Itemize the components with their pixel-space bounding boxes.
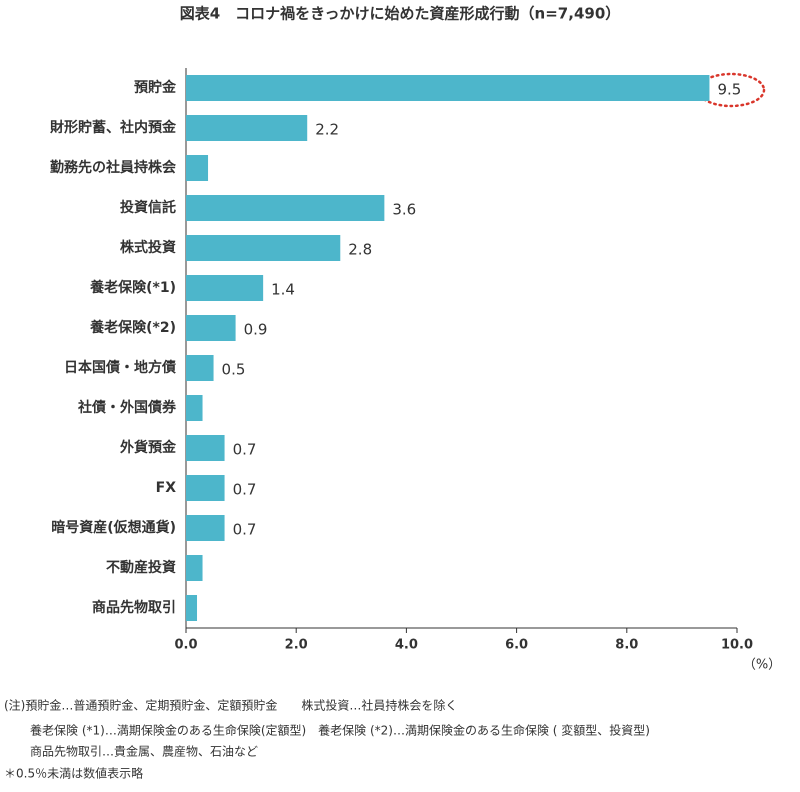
category-label: FX [156,480,177,496]
value-label: 2.2 [315,121,339,139]
category-label: 養老保険(*2) [89,319,176,336]
value-label: 1.4 [271,281,295,299]
bar [186,595,198,621]
note: 養老保険 (*1)…満期保険金のある生命保険(定額型) 養老保険 (*2)…満期… [30,723,650,738]
bar [186,115,308,141]
category-label: 投資信託 [120,199,176,216]
x-tick-label: 8.0 [615,638,638,653]
x-tick-label: 4.0 [395,638,418,653]
category-label: 株式投資 [120,239,176,256]
value-label: 0.7 [233,441,257,459]
value-label: 0.9 [244,321,268,339]
category-label: 不動産投資 [106,559,176,576]
x-tick-label: 0.0 [174,638,197,653]
bar [186,75,710,101]
bar [186,235,341,261]
bar [186,195,385,221]
bar [186,435,225,461]
bar [186,555,203,581]
category-label: 勤務先の社員持株会 [50,159,177,176]
x-unit: （%） [743,658,781,673]
bar [186,395,203,421]
category-label: 社債・外国債券 [77,399,177,416]
category-label: 預貯金 [134,79,177,96]
chart-title: 図表4 コロナ禍をきっかけに始めた資産形成行動（n=7,490） [180,5,621,23]
bar [186,515,225,541]
value-label: 0.7 [233,481,257,499]
category-label: 暗号資産(仮想通貨) [51,519,176,536]
value-label: 2.8 [348,241,372,259]
bar [186,475,225,501]
category-label: 日本国債・地方債 [64,359,176,376]
x-tick-label: 2.0 [285,638,308,653]
value-label: 0.5 [222,361,246,379]
category-label: 財形貯蓄、社内預金 [49,119,177,136]
bar [186,155,209,181]
bar [186,315,236,341]
value-label: 9.5 [717,81,741,99]
bar [186,355,214,381]
category-label: 養老保険(*1) [89,279,176,296]
note: ＊0.5％未満は数値表示略 [4,766,143,781]
value-label: 3.6 [392,201,416,219]
note: (注)預貯金…普通預貯金、定期預貯金、定額預貯金 株式投資…社員持株会を除く [4,698,457,713]
category-label: 外貨預金 [120,439,177,456]
x-tick-label: 10.0 [721,638,753,653]
value-label: 0.7 [233,521,257,539]
category-label: 商品先物取引 [92,599,176,616]
bar [186,275,264,301]
x-tick-label: 6.0 [505,638,528,653]
note: 商品先物取引…貴金属、農産物、石油など [30,744,258,759]
